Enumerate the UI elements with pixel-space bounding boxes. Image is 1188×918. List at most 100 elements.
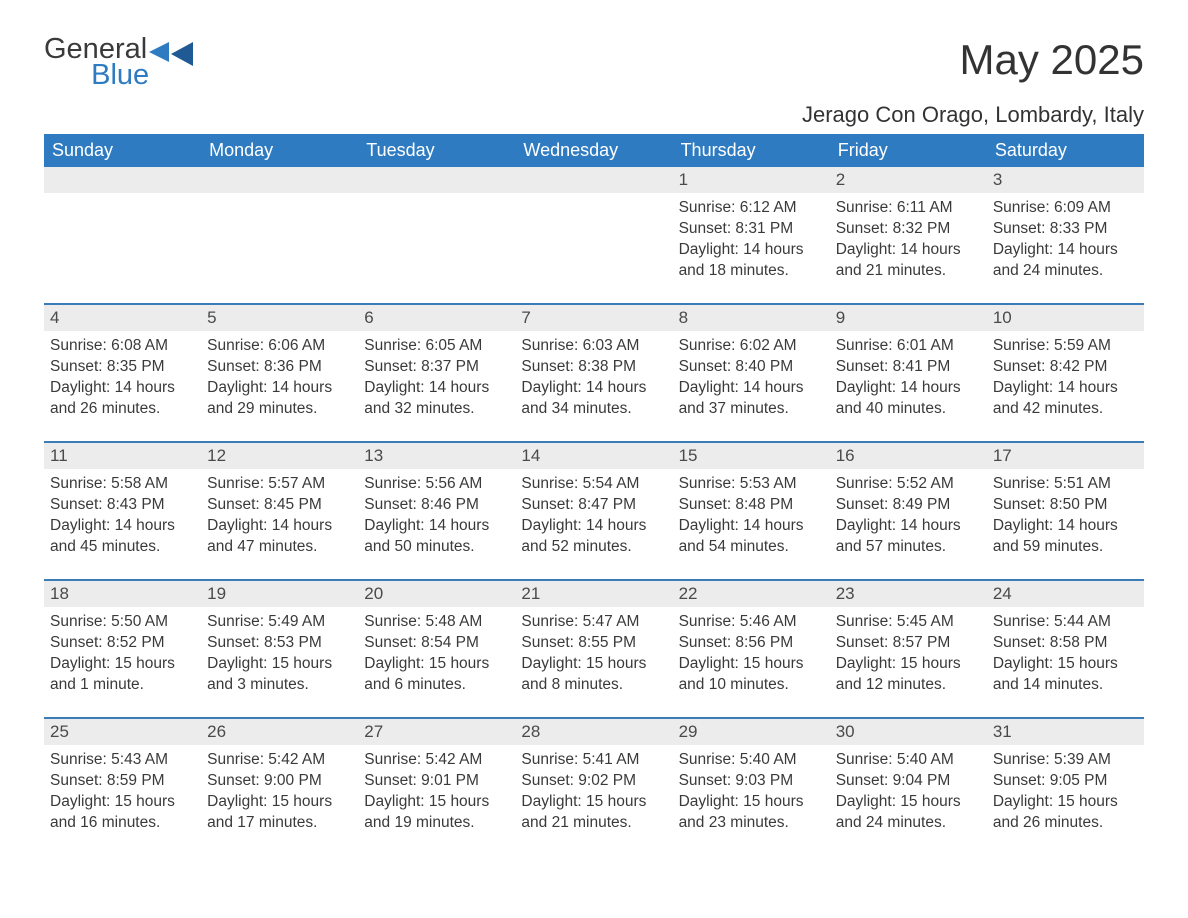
calendar-body: 1Sunrise: 6:12 AMSunset: 8:31 PMDaylight… [44,167,1144,855]
day-number: 2 [830,167,987,193]
sunset-line: Sunset: 8:47 PM [521,495,666,516]
sunrise-line: Sunrise: 5:59 AM [993,336,1138,357]
day-number: 26 [201,719,358,745]
weekday-header: Saturday [987,134,1144,167]
day-details: Sunrise: 5:47 AMSunset: 8:55 PMDaylight:… [515,607,672,717]
day-number: 25 [44,719,201,745]
day-number: 31 [987,719,1144,745]
daylight-line: Daylight: 15 hours and 24 minutes. [836,792,981,834]
day-number: 8 [673,305,830,331]
daylight-line: Daylight: 14 hours and 47 minutes. [207,516,352,558]
calendar-week-row: 1Sunrise: 6:12 AMSunset: 8:31 PMDaylight… [44,167,1144,304]
calendar-header-row: SundayMondayTuesdayWednesdayThursdayFrid… [44,134,1144,167]
day-number: 19 [201,581,358,607]
calendar-week-row: 11Sunrise: 5:58 AMSunset: 8:43 PMDayligh… [44,442,1144,580]
sunset-line: Sunset: 8:58 PM [993,633,1138,654]
day-number: 27 [358,719,515,745]
calendar-day-cell [515,167,672,304]
sunset-line: Sunset: 9:00 PM [207,771,352,792]
day-number: 24 [987,581,1144,607]
day-number [358,167,515,193]
sunrise-line: Sunrise: 5:40 AM [836,750,981,771]
brand-logo: General Blue [44,36,193,88]
day-details: Sunrise: 5:44 AMSunset: 8:58 PMDaylight:… [987,607,1144,717]
day-number: 17 [987,443,1144,469]
sunset-line: Sunset: 8:48 PM [679,495,824,516]
calendar-day-cell: 21Sunrise: 5:47 AMSunset: 8:55 PMDayligh… [515,580,672,718]
calendar-day-cell: 25Sunrise: 5:43 AMSunset: 8:59 PMDayligh… [44,718,201,855]
calendar-day-cell: 23Sunrise: 5:45 AMSunset: 8:57 PMDayligh… [830,580,987,718]
day-number: 4 [44,305,201,331]
day-number: 30 [830,719,987,745]
sunrise-line: Sunrise: 5:47 AM [521,612,666,633]
calendar-day-cell: 6Sunrise: 6:05 AMSunset: 8:37 PMDaylight… [358,304,515,442]
sunrise-line: Sunrise: 6:12 AM [679,198,824,219]
calendar-day-cell: 8Sunrise: 6:02 AMSunset: 8:40 PMDaylight… [673,304,830,442]
location-subtitle: Jerago Con Orago, Lombardy, Italy [802,102,1144,128]
daylight-line: Daylight: 14 hours and 52 minutes. [521,516,666,558]
sunrise-line: Sunrise: 5:39 AM [993,750,1138,771]
sunrise-line: Sunrise: 5:45 AM [836,612,981,633]
sunrise-line: Sunrise: 5:48 AM [364,612,509,633]
day-number: 6 [358,305,515,331]
day-details: Sunrise: 5:40 AMSunset: 9:03 PMDaylight:… [673,745,830,855]
sunrise-line: Sunrise: 5:49 AM [207,612,352,633]
day-details: Sunrise: 5:51 AMSunset: 8:50 PMDaylight:… [987,469,1144,579]
sunrise-line: Sunrise: 5:42 AM [364,750,509,771]
sunset-line: Sunset: 9:01 PM [364,771,509,792]
sunrise-line: Sunrise: 5:58 AM [50,474,195,495]
day-details: Sunrise: 6:02 AMSunset: 8:40 PMDaylight:… [673,331,830,441]
day-details: Sunrise: 6:12 AMSunset: 8:31 PMDaylight:… [673,193,830,303]
day-number [201,167,358,193]
sunset-line: Sunset: 8:59 PM [50,771,195,792]
day-details [358,193,515,303]
daylight-line: Daylight: 15 hours and 14 minutes. [993,654,1138,696]
sunrise-line: Sunrise: 5:40 AM [679,750,824,771]
day-number: 23 [830,581,987,607]
daylight-line: Daylight: 14 hours and 40 minutes. [836,378,981,420]
calendar-day-cell: 19Sunrise: 5:49 AMSunset: 8:53 PMDayligh… [201,580,358,718]
brand-word2: Blue [91,62,149,88]
day-details: Sunrise: 6:05 AMSunset: 8:37 PMDaylight:… [358,331,515,441]
sunset-line: Sunset: 8:49 PM [836,495,981,516]
day-details: Sunrise: 6:11 AMSunset: 8:32 PMDaylight:… [830,193,987,303]
calendar-week-row: 25Sunrise: 5:43 AMSunset: 8:59 PMDayligh… [44,718,1144,855]
daylight-line: Daylight: 15 hours and 21 minutes. [521,792,666,834]
calendar-day-cell [358,167,515,304]
day-details: Sunrise: 5:49 AMSunset: 8:53 PMDaylight:… [201,607,358,717]
calendar-day-cell: 3Sunrise: 6:09 AMSunset: 8:33 PMDaylight… [987,167,1144,304]
sunset-line: Sunset: 9:03 PM [679,771,824,792]
sunset-line: Sunset: 8:56 PM [679,633,824,654]
calendar-day-cell: 28Sunrise: 5:41 AMSunset: 9:02 PMDayligh… [515,718,672,855]
sunrise-line: Sunrise: 5:44 AM [993,612,1138,633]
daylight-line: Daylight: 14 hours and 18 minutes. [679,240,824,282]
day-details: Sunrise: 5:43 AMSunset: 8:59 PMDaylight:… [44,745,201,855]
calendar-day-cell: 15Sunrise: 5:53 AMSunset: 8:48 PMDayligh… [673,442,830,580]
day-details: Sunrise: 5:39 AMSunset: 9:05 PMDaylight:… [987,745,1144,855]
sunrise-line: Sunrise: 5:41 AM [521,750,666,771]
sunset-line: Sunset: 8:46 PM [364,495,509,516]
sunrise-line: Sunrise: 5:53 AM [679,474,824,495]
calendar-week-row: 18Sunrise: 5:50 AMSunset: 8:52 PMDayligh… [44,580,1144,718]
day-number: 3 [987,167,1144,193]
day-details: Sunrise: 5:56 AMSunset: 8:46 PMDaylight:… [358,469,515,579]
calendar-day-cell: 14Sunrise: 5:54 AMSunset: 8:47 PMDayligh… [515,442,672,580]
sunset-line: Sunset: 8:31 PM [679,219,824,240]
daylight-line: Daylight: 15 hours and 12 minutes. [836,654,981,696]
calendar-day-cell: 12Sunrise: 5:57 AMSunset: 8:45 PMDayligh… [201,442,358,580]
day-details [515,193,672,303]
month-title: May 2025 [802,36,1144,84]
daylight-line: Daylight: 14 hours and 54 minutes. [679,516,824,558]
day-number: 9 [830,305,987,331]
sunrise-line: Sunrise: 6:11 AM [836,198,981,219]
day-number: 21 [515,581,672,607]
sunset-line: Sunset: 8:43 PM [50,495,195,516]
sunrise-line: Sunrise: 6:08 AM [50,336,195,357]
sunrise-line: Sunrise: 5:56 AM [364,474,509,495]
daylight-line: Daylight: 14 hours and 32 minutes. [364,378,509,420]
daylight-line: Daylight: 14 hours and 57 minutes. [836,516,981,558]
calendar-day-cell: 18Sunrise: 5:50 AMSunset: 8:52 PMDayligh… [44,580,201,718]
day-details [201,193,358,303]
day-number: 22 [673,581,830,607]
sunset-line: Sunset: 8:54 PM [364,633,509,654]
